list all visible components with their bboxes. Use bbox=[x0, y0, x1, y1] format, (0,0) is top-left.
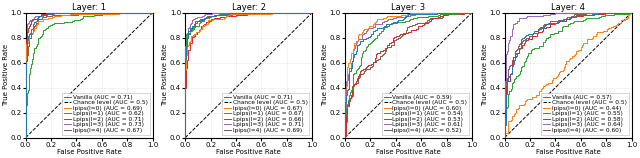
Y-axis label: True Positive Rate: True Positive Rate bbox=[482, 44, 488, 106]
X-axis label: False Positive Rate: False Positive Rate bbox=[216, 149, 281, 155]
X-axis label: False Positive Rate: False Positive Rate bbox=[536, 149, 600, 155]
Title: Layer: 1: Layer: 1 bbox=[72, 3, 106, 12]
Y-axis label: True Positive Rate: True Positive Rate bbox=[163, 44, 168, 106]
Legend: Vanilla (AUC = 0.59), Chance level (AUC = 0.5), lpips(l=0) (AUC = 0.60), Lpips(l: Vanilla (AUC = 0.59), Chance level (AUC … bbox=[382, 93, 469, 135]
X-axis label: False Positive Rate: False Positive Rate bbox=[376, 149, 441, 155]
Title: Layer: 4: Layer: 4 bbox=[551, 3, 585, 12]
Title: Layer: 3: Layer: 3 bbox=[391, 3, 426, 12]
Legend: Vanilla (AUC = 0.71), Chance level (AUC = 0.5), lpips(l=0) (AUC = 0.67), Lpips(l: Vanilla (AUC = 0.71), Chance level (AUC … bbox=[222, 93, 309, 135]
Y-axis label: True Positive Rate: True Positive Rate bbox=[3, 44, 9, 106]
Legend: Vanilla (AUC = 0.57), Chance level (AUC = 0.5), lpips(l=0) (AUC = 0.44), Lpips(l: Vanilla (AUC = 0.57), Chance level (AUC … bbox=[541, 93, 628, 135]
Y-axis label: True Positive Rate: True Positive Rate bbox=[322, 44, 328, 106]
X-axis label: False Positive Rate: False Positive Rate bbox=[57, 149, 122, 155]
Legend: Vanilla (AUC = 0.71), Chance level (AUC = 0.5), lpips(l=0) (AUC = 0.69), Lpips(l: Vanilla (AUC = 0.71), Chance level (AUC … bbox=[63, 93, 150, 135]
Title: Layer: 2: Layer: 2 bbox=[232, 3, 266, 12]
